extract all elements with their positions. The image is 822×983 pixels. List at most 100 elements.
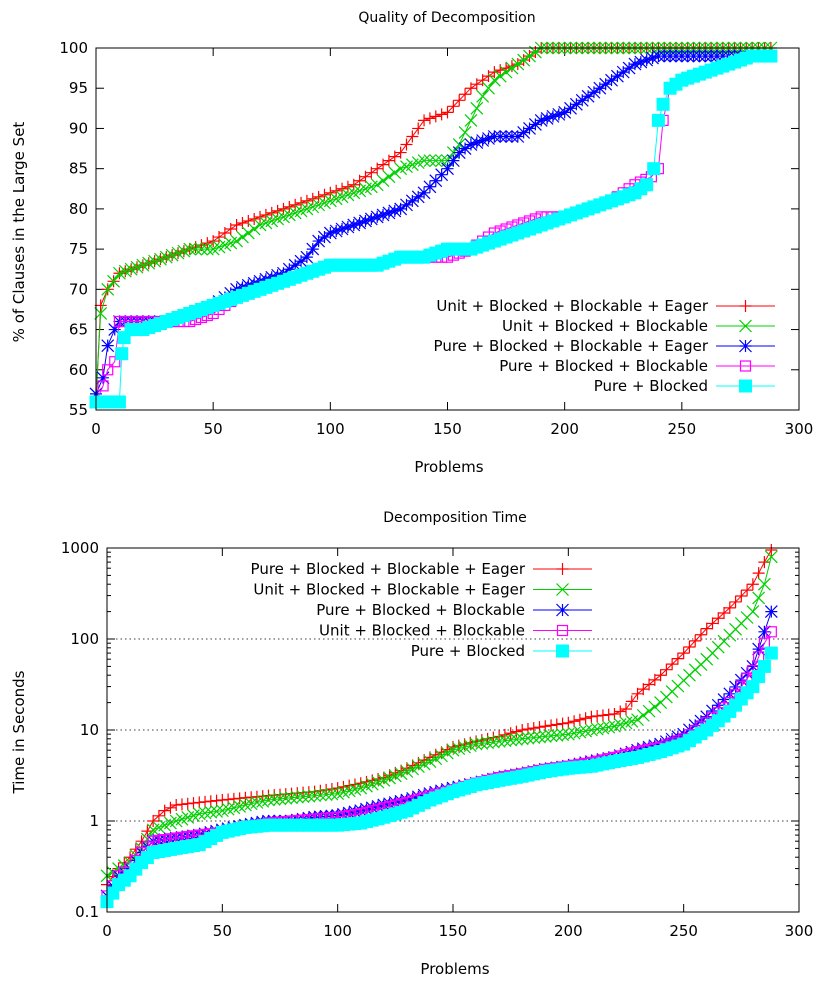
data-point <box>671 652 684 665</box>
data-point <box>388 204 402 218</box>
data-point <box>192 807 206 821</box>
data-point <box>757 625 771 639</box>
data-point <box>109 356 121 368</box>
data-point <box>579 724 593 738</box>
data-point <box>195 242 208 256</box>
data-point <box>596 709 609 722</box>
data-point <box>94 307 108 320</box>
data-point <box>325 787 339 801</box>
data-point <box>647 162 661 176</box>
data-point <box>746 578 759 591</box>
data-point <box>388 796 402 809</box>
data-point <box>429 110 442 123</box>
y-tick-label: 100 <box>59 39 88 57</box>
data-point <box>435 154 449 168</box>
data-point <box>735 590 748 603</box>
data-point <box>348 783 362 796</box>
data-point <box>505 61 519 75</box>
data-point <box>147 815 160 827</box>
data-point <box>388 166 402 180</box>
data-point <box>569 97 583 111</box>
data-point <box>376 208 390 222</box>
data-point <box>464 113 478 127</box>
data-point <box>359 214 372 228</box>
data-point <box>181 797 194 810</box>
data-point <box>200 242 214 256</box>
data-point <box>562 716 575 729</box>
data-point <box>400 138 413 151</box>
x-tick-label: 0 <box>102 922 112 940</box>
data-point <box>634 55 648 69</box>
data-point <box>411 190 425 204</box>
data-point <box>689 634 702 647</box>
data-point <box>331 787 345 801</box>
data-point <box>764 646 778 660</box>
data-point <box>273 792 287 806</box>
data-point <box>596 721 610 735</box>
legend-label: Pure + Blocked <box>411 642 525 660</box>
data-point <box>564 101 577 115</box>
legend-label: Unit + Blocked + Blockable <box>502 317 708 335</box>
x-tick-label: 250 <box>668 420 697 438</box>
data-point <box>666 658 679 671</box>
data-point <box>487 73 501 87</box>
data-point <box>498 734 512 748</box>
data-point <box>546 109 560 123</box>
data-point <box>405 194 419 208</box>
tick-layer: 0 50 100 150 200 250 300 55 60 65 70 75 80 85 90 95 100 <box>59 39 813 438</box>
data-point <box>610 69 624 83</box>
data-point <box>96 371 110 385</box>
data-point <box>101 339 115 353</box>
data-point <box>729 595 742 608</box>
data-point <box>101 282 115 296</box>
data-point <box>400 793 414 807</box>
x-tick-label: 50 <box>204 420 223 438</box>
data-point <box>418 114 431 127</box>
data-point <box>102 364 114 376</box>
data-point <box>470 136 484 149</box>
data-point <box>308 789 322 803</box>
data-point <box>579 712 592 725</box>
data-point <box>492 734 506 748</box>
data-point <box>348 778 361 791</box>
data-point <box>764 550 778 564</box>
data-point <box>394 794 408 808</box>
data-point <box>683 640 696 653</box>
data-point <box>282 262 296 276</box>
data-point <box>593 81 607 95</box>
data-point <box>694 628 707 641</box>
data-point <box>608 707 621 720</box>
data-point <box>637 683 650 696</box>
data-point <box>488 66 501 79</box>
data-point <box>764 605 778 619</box>
data-point <box>447 100 460 113</box>
data-point <box>587 85 601 99</box>
data-point <box>198 806 212 820</box>
data-point <box>238 798 252 812</box>
x-tick-label: 150 <box>439 922 468 940</box>
data-point <box>364 212 378 226</box>
y-tick-label: 70 <box>69 280 88 298</box>
y-tick-label: 1 <box>89 812 99 830</box>
x-tick-label: 300 <box>785 420 814 438</box>
data-point <box>256 794 270 808</box>
data-point <box>640 178 654 192</box>
data-point <box>348 805 362 819</box>
data-point <box>677 647 690 660</box>
data-point <box>458 126 472 139</box>
data-point <box>337 807 350 821</box>
data-point <box>158 804 171 817</box>
data-point <box>400 198 413 212</box>
data-point <box>382 170 396 184</box>
data-point <box>585 710 598 723</box>
series-layer <box>89 41 778 409</box>
data-point <box>527 731 541 745</box>
legend-label: Pure + Blocked + Blockable <box>316 601 525 619</box>
data-point <box>429 154 443 168</box>
y-tick-label: 85 <box>69 160 88 178</box>
data-point <box>107 274 120 288</box>
y-tick-label: 55 <box>69 401 88 419</box>
data-point <box>342 784 356 798</box>
data-point <box>435 108 448 121</box>
